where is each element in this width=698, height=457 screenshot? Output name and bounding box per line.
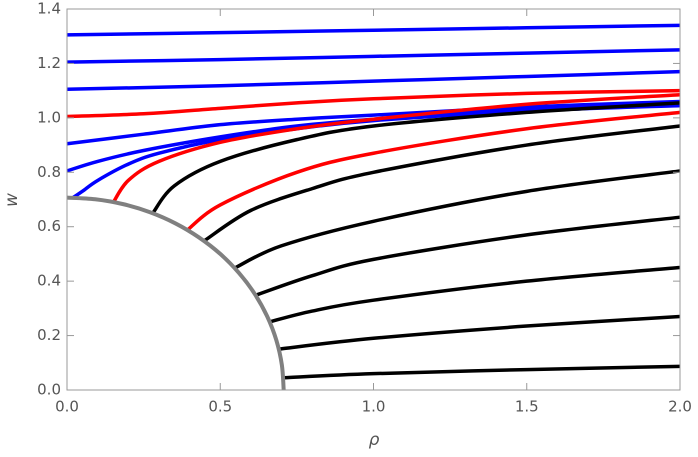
- arc: [66, 195, 286, 391]
- curve: [111, 92, 681, 205]
- y-tick-label: 1.0: [37, 108, 61, 126]
- y-tick-label: 0.0: [37, 381, 61, 399]
- curve: [66, 48, 681, 64]
- curve: [185, 110, 681, 233]
- x-tick-label: 1.0: [362, 398, 386, 416]
- x-axis-title: ρ: [369, 430, 380, 450]
- curve: [66, 88, 681, 119]
- curve: [203, 124, 681, 242]
- curve: [256, 215, 681, 297]
- curve: [66, 99, 681, 146]
- curve: [66, 69, 681, 92]
- y-tick-label: 1.2: [37, 54, 61, 72]
- curve: [151, 101, 681, 215]
- y-tick-label: 0.2: [37, 326, 61, 344]
- y-tick-label: 0.8: [37, 163, 61, 181]
- curve: [283, 364, 681, 380]
- y-tick-label: 0.4: [37, 272, 61, 290]
- curve: [234, 169, 681, 270]
- curve: [66, 23, 681, 37]
- arc-fill: [67, 197, 284, 390]
- x-tick-label: 0.5: [208, 398, 232, 416]
- y-axis-title: w: [2, 193, 22, 207]
- y-tick-label: 0.6: [37, 217, 61, 235]
- x-tick-label: 1.5: [515, 398, 539, 416]
- curve: [278, 314, 681, 351]
- y-tick-label: 1.4: [37, 0, 61, 18]
- x-tick-label: 0.0: [55, 398, 79, 416]
- x-tick-label: 2.0: [668, 398, 692, 416]
- curve: [268, 265, 681, 324]
